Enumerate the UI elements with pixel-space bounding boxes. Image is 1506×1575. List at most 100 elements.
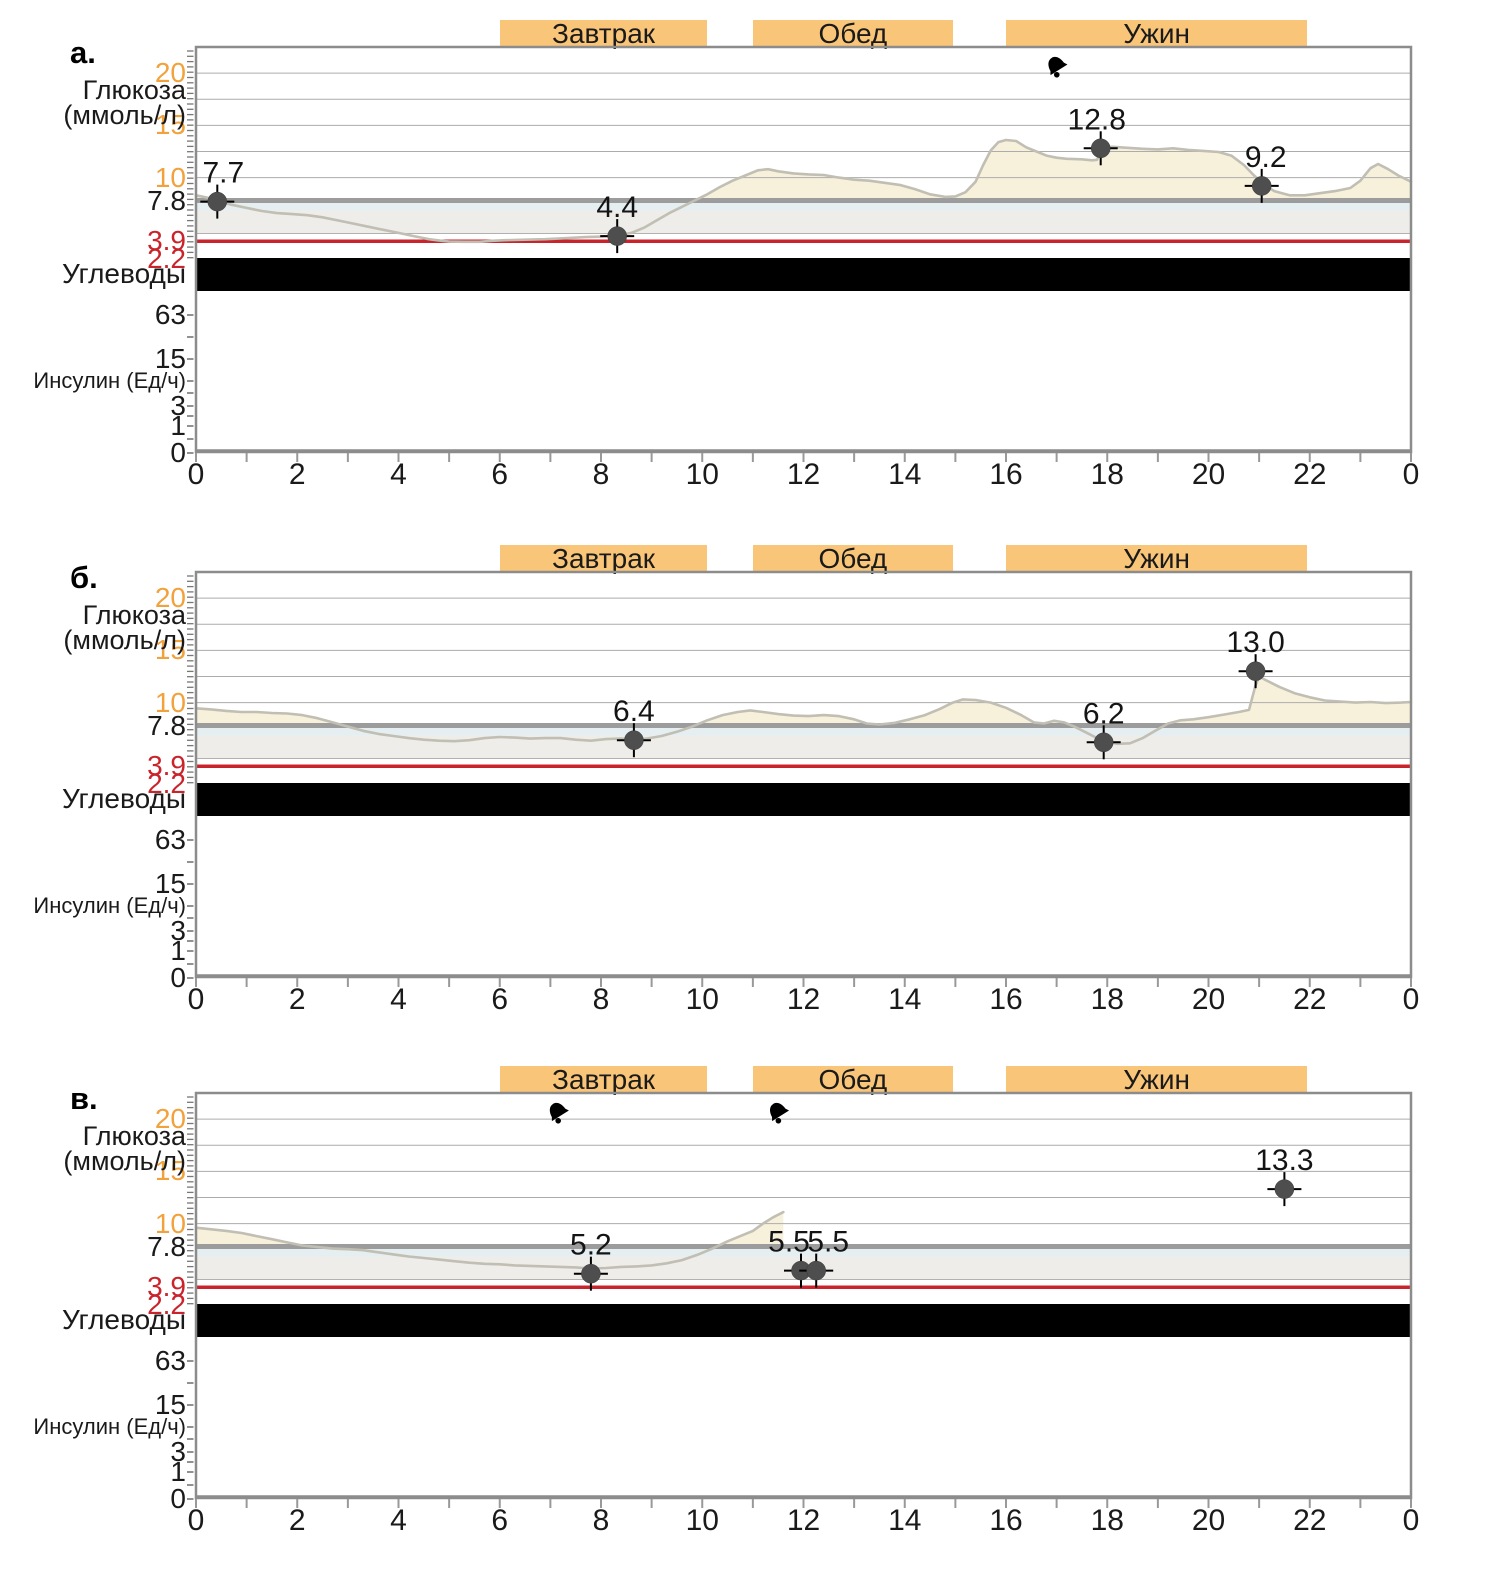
lower-axis-label: 0 [170, 1483, 186, 1514]
glucose-tick-label: 20 [154, 1103, 186, 1135]
calibration-value-label: 13.0 [1226, 626, 1284, 659]
lower-axis-label: 15 [154, 1389, 186, 1420]
meal-band-2: Ужин [1006, 1066, 1308, 1094]
panel-letter: в. [70, 1081, 98, 1116]
x-tick-label: 14 [888, 458, 922, 491]
panel-letter: б. [70, 560, 98, 595]
lower-axis-label: 63 [154, 824, 186, 855]
target-band-top-tint [196, 1248, 1411, 1257]
lower-axis-label: 1 [170, 935, 186, 966]
plot-border [194, 1091, 1413, 1500]
carbs-band [196, 783, 1411, 816]
meal-band-1: Обед [752, 20, 953, 48]
meal-band-2: Ужин [1006, 20, 1308, 48]
meal-band-0: Завтрак [499, 1066, 708, 1094]
glucose-tick-label: 20 [154, 57, 186, 89]
x-tick-label: 8 [592, 1504, 610, 1537]
lower-axis-label: Инсулин (Ед/ч) [33, 893, 186, 918]
x-tick-label: 4 [390, 983, 407, 1016]
calibration-marker: 4.4 [596, 191, 638, 254]
x-tick-label: 18 [1090, 1504, 1124, 1537]
calibration-marker: 7.7 [200, 157, 244, 219]
glucose-trace [194, 138, 1413, 244]
x-tick-label: 0 [1402, 983, 1420, 1016]
lower-axis-label: 0 [170, 437, 186, 468]
glucose-axis-title-line2: (ммоль/л) [63, 100, 186, 130]
lower-axis-label: 0 [170, 962, 186, 993]
glucose-trace [194, 1210, 785, 1270]
alarm-bell-icon [549, 1102, 569, 1124]
x-tick-label: 0 [187, 458, 205, 491]
lower-axis-label: Инсулин (Ед/ч) [33, 1414, 186, 1439]
glucose-axis-title-line2: (ммоль/л) [63, 625, 186, 655]
hyper-area-fill [196, 676, 1411, 726]
x-tick-label: 22 [1293, 458, 1327, 491]
glucose-tick-label: 2.2 [147, 768, 186, 800]
glucose-axis-title-line1: Глюкоза [82, 600, 186, 630]
x-tick-label: 22 [1293, 983, 1327, 1016]
glucose-tick-label: 15 [154, 1155, 186, 1187]
target-band-top-tint [196, 727, 1411, 736]
carbs-band [196, 258, 1411, 291]
meal-band-1: Обед [752, 545, 953, 573]
glucose-tick-label: 2.2 [147, 243, 186, 275]
meal-band-0: Завтрак [499, 545, 708, 573]
glucose-tick-label: 15 [154, 634, 186, 666]
x-tick-label: 12 [786, 458, 821, 491]
calibration-value-label: 7.7 [202, 157, 244, 190]
glucose-plot-б: 6.4 6.2 13.0 [187, 570, 1413, 987]
x-tick-label: 2 [288, 458, 306, 491]
glucose-axis-title-line1: Глюкоза [82, 1121, 186, 1151]
lower-axis-label: 1 [170, 410, 186, 441]
x-tick-label: 0 [187, 1504, 205, 1537]
x-tick-label: 12 [786, 983, 821, 1016]
x-tick-label: 16 [989, 983, 1023, 1016]
lower-axis-label: 63 [154, 1345, 186, 1376]
glucose-tick-label: 15 [154, 109, 186, 141]
x-tick-label: 14 [888, 983, 922, 1016]
calibration-marker: 12.8 [1068, 103, 1126, 166]
carbs-row-label: Углеводы [61, 783, 186, 814]
x-tick-label: 6 [491, 458, 509, 491]
x-tick-label: 20 [1191, 983, 1226, 1016]
carbs-row-label: Углеводы [61, 258, 186, 289]
lower-axis-label: 63 [154, 299, 186, 330]
x-tick-label: 6 [491, 1504, 509, 1537]
lower-axis-label: 3 [170, 915, 186, 946]
glucose-tick-label: 10 [154, 1207, 186, 1239]
calibration-value-label: 9.2 [1245, 141, 1287, 174]
glucose-tick-label: 7.8 [147, 1230, 186, 1262]
lower-axis-label: 15 [154, 343, 186, 374]
x-tick-label: 8 [592, 983, 610, 1016]
x-tick-label: 0 [1402, 458, 1420, 491]
x-tick-label: 6 [491, 983, 509, 1016]
plot-border [194, 45, 1413, 454]
calibration-value-label: 4.4 [596, 191, 638, 224]
carbs-row-label: Углеводы [61, 1304, 186, 1335]
meal-band-2: Ужин [1006, 545, 1308, 573]
calibration-value-label: 5.2 [570, 1229, 612, 1262]
x-tick-label: 10 [685, 1504, 719, 1537]
calibration-value-label: 12.8 [1068, 103, 1126, 136]
x-tick-label: 10 [685, 983, 719, 1016]
x-tick-label: 18 [1090, 458, 1124, 491]
calibration-value-label: 5.5 [807, 1226, 849, 1259]
calibration-marker: 9.2 [1244, 141, 1287, 203]
panel-letter: а. [70, 35, 96, 70]
glucose-tick-label: 7.8 [147, 184, 186, 216]
x-tick-label: 10 [685, 458, 719, 491]
x-tick-label: 8 [592, 458, 610, 491]
x-tick-label: 20 [1191, 1504, 1226, 1537]
glucose-tick-label: 3.9 [147, 750, 186, 782]
x-tick-label: 0 [1402, 1504, 1420, 1537]
carbs-band [196, 1304, 1411, 1337]
calibration-marker: 13.0 [1226, 626, 1285, 689]
calibration-value-label: 5.5 [768, 1226, 810, 1259]
alarm-bell-icon [770, 1102, 790, 1124]
glucose-tick-label: 20 [154, 582, 186, 614]
target-band-top-tint [196, 202, 1411, 211]
x-tick-label: 20 [1191, 458, 1226, 491]
meal-band-1: Обед [752, 1066, 953, 1094]
x-tick-label: 4 [390, 458, 407, 491]
